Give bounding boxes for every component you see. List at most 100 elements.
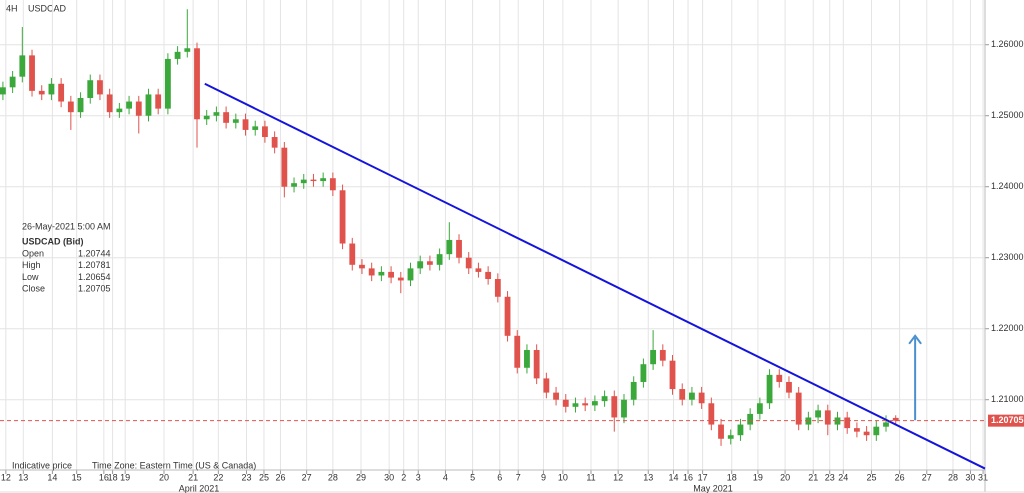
candle-body bbox=[514, 335, 521, 368]
info-label: Low bbox=[22, 272, 39, 282]
candle-body bbox=[601, 396, 608, 402]
candle-body bbox=[504, 296, 511, 336]
x-tick-label: 4 bbox=[443, 472, 448, 482]
x-tick-label: 11 bbox=[586, 472, 595, 482]
footer-note: Indicative price bbox=[12, 460, 72, 470]
x-tick-label: 13 bbox=[643, 472, 653, 482]
x-tick-label: 20 bbox=[159, 472, 169, 482]
candle-body bbox=[145, 94, 152, 116]
x-tick-label: 22 bbox=[213, 472, 223, 482]
candle-body bbox=[135, 101, 142, 116]
candle-body bbox=[630, 381, 637, 400]
candle-body bbox=[436, 254, 443, 265]
candle-body bbox=[883, 422, 889, 427]
candle-body bbox=[844, 417, 851, 429]
candle-body bbox=[708, 403, 715, 425]
x-tick-label: 3 bbox=[416, 472, 421, 482]
x-tick-label: 24 bbox=[838, 472, 848, 482]
candle-body bbox=[815, 410, 821, 418]
candle-body bbox=[533, 350, 540, 379]
candle-body bbox=[776, 374, 783, 382]
x-tick-label: 9 bbox=[541, 472, 546, 482]
candle-body bbox=[9, 76, 16, 88]
candle-body bbox=[300, 179, 307, 184]
x-tick-label: 26 bbox=[275, 472, 285, 482]
candle-body bbox=[747, 413, 754, 425]
candle-body bbox=[582, 403, 589, 406]
candle-body bbox=[562, 399, 569, 407]
y-tick-label: 1.26000 bbox=[991, 39, 1024, 49]
info-label: High bbox=[22, 260, 41, 270]
candle-body bbox=[106, 94, 113, 113]
candle-body bbox=[679, 389, 686, 400]
candle-body bbox=[77, 97, 84, 113]
candle-body bbox=[572, 403, 579, 407]
arrow-head bbox=[908, 334, 922, 345]
candle-body bbox=[116, 108, 123, 113]
x-tick-label: 7 bbox=[516, 472, 521, 482]
candle-body bbox=[718, 424, 724, 439]
candle-body bbox=[87, 80, 94, 98]
x-tick-label: 16 bbox=[99, 472, 109, 482]
candle-body bbox=[417, 261, 424, 269]
x-tick-label: 30 bbox=[965, 472, 975, 482]
candle-body bbox=[669, 360, 676, 390]
month-label: April 2021 bbox=[179, 483, 220, 493]
price-tag bbox=[988, 414, 1024, 427]
candle-body bbox=[38, 90, 45, 95]
info-label: Open bbox=[22, 248, 44, 258]
candle-body bbox=[824, 410, 831, 425]
x-tick-label: 15 bbox=[72, 472, 82, 482]
candle-body bbox=[310, 179, 317, 182]
candle-body bbox=[766, 374, 773, 404]
candle-body bbox=[698, 392, 705, 404]
y-tick-label: 1.25000 bbox=[991, 110, 1024, 120]
candle-body bbox=[465, 257, 472, 269]
candle-body bbox=[591, 401, 598, 406]
y-tick-label: 1.22000 bbox=[991, 323, 1024, 333]
info-value: 1.20781 bbox=[78, 260, 111, 270]
candle-body bbox=[621, 399, 627, 418]
candle-body bbox=[553, 392, 559, 400]
candle-body bbox=[232, 119, 239, 123]
candle-body bbox=[67, 101, 74, 113]
candle-body bbox=[48, 83, 55, 95]
x-tick-label: 27 bbox=[922, 472, 932, 482]
info-label: Close bbox=[22, 283, 45, 293]
x-tick-label: 2 bbox=[401, 472, 406, 482]
x-tick-label: 28 bbox=[948, 472, 958, 482]
x-tick-label: 10 bbox=[558, 472, 568, 482]
x-tick-label: 30 bbox=[384, 472, 394, 482]
candle-body bbox=[737, 424, 744, 436]
x-tick-label: 26 bbox=[895, 472, 905, 482]
candle-body bbox=[446, 239, 453, 255]
candle-body bbox=[524, 350, 530, 368]
y-tick-label: 1.21000 bbox=[991, 394, 1024, 404]
candle-body bbox=[97, 80, 103, 95]
candle-body bbox=[834, 417, 841, 425]
x-tick-label: 21 bbox=[188, 472, 198, 482]
candle-body bbox=[126, 101, 132, 109]
info-value: 1.20654 bbox=[78, 272, 111, 282]
plot-area bbox=[0, 0, 985, 470]
candle-body bbox=[795, 392, 802, 425]
x-tick-label: 25 bbox=[866, 472, 876, 482]
x-tick-label: 28 bbox=[328, 472, 338, 482]
candle-body bbox=[456, 239, 462, 258]
candle-body bbox=[184, 48, 191, 52]
candle-body bbox=[640, 364, 647, 382]
candle-body bbox=[494, 279, 501, 297]
x-tick-label: 12 bbox=[613, 472, 623, 482]
x-tick-label: 18 bbox=[727, 472, 737, 482]
candle-body bbox=[543, 378, 550, 393]
info-value: 1.20705 bbox=[78, 283, 111, 293]
x-tick-label: 16 bbox=[683, 472, 693, 482]
candle-body bbox=[659, 350, 666, 361]
x-tick-label: 29 bbox=[356, 472, 366, 482]
symbol: USDCAD bbox=[28, 3, 67, 13]
candle-body bbox=[368, 268, 375, 276]
candle-body bbox=[689, 392, 695, 400]
timeframe: 4H bbox=[6, 3, 18, 13]
x-tick-label: 13 bbox=[18, 472, 28, 482]
